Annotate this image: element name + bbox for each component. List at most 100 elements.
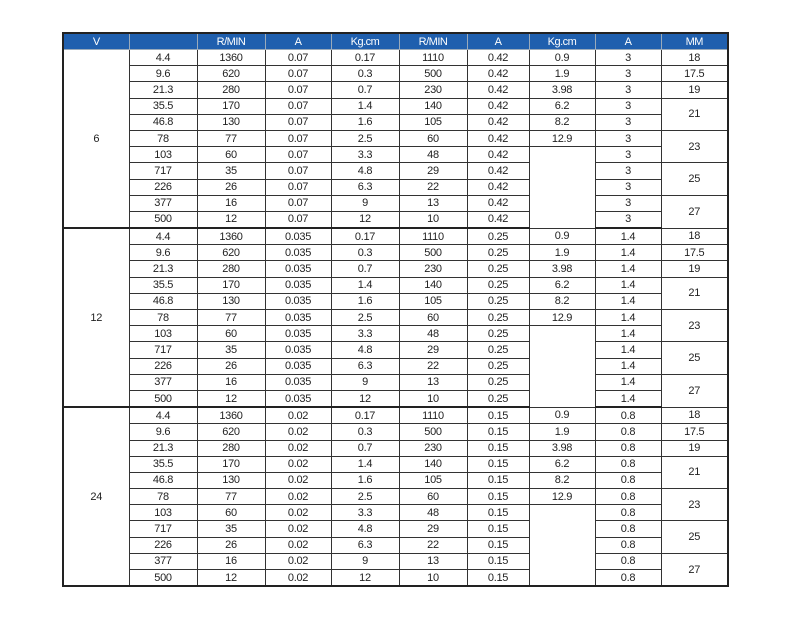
current-cell: 3 [594,210,662,230]
rpm-cell: 620 [196,423,266,441]
current-cell: 0.8 [594,552,662,571]
table-row: 377 16 0.07 9 13 0.42 3 27 [63,194,729,229]
current-cell: 0.8 [594,406,662,425]
torque-cell: 0.7 [330,439,400,457]
voltage-cell: 24 [62,406,130,588]
rpm-cell: 60 [196,504,266,522]
rpm-cell: 35 [196,162,266,180]
current-cell: 0.15 [466,569,530,588]
current-cell: 0.035 [264,325,332,343]
torque-cell: 0.3 [330,423,400,441]
rpm-cell: 60 [398,308,468,327]
current-cell: 0.15 [466,536,530,554]
ratio-cell: 226 [128,357,198,375]
torque-cell: 9 [330,552,400,571]
torque-cell: 1.9 [528,65,596,83]
torque-cell: 3.3 [330,146,400,164]
current-cell: 0.8 [594,504,662,522]
torque-cell: 9 [330,194,400,212]
current-cell: 0.42 [466,97,530,115]
rpm-cell: 1360 [196,48,266,67]
length-cell: 19 [660,260,729,278]
length-cell: 17.5 [660,423,729,441]
current-cell: 0.07 [264,162,332,180]
rpm-cell: 26 [196,357,266,375]
table-row: 9.6 620 0.02 0.3 500 0.15 1.9 0.8 17.5 [63,423,729,441]
ratio-cell: 9.6 [128,65,198,83]
torque-cell: 6.2 [528,97,596,115]
current-cell: 0.15 [466,504,530,522]
table-row: 35.5 170 0.035 1.4 140 0.25 6.2 1.4 21 [63,276,729,311]
current-cell: 0.42 [466,210,530,230]
ratio-cell: 717 [128,520,198,538]
rpm-cell: 230 [398,260,468,278]
length-cell: 27 [660,194,729,229]
torque-cell: 0.3 [330,65,400,83]
rpm-cell: 48 [398,146,468,164]
torque-cell: 3.3 [330,325,400,343]
current-cell: 3 [594,194,662,212]
current-cell: 0.8 [594,439,662,457]
torque-cell: 1.9 [528,423,596,441]
current-cell: 1.4 [594,244,662,262]
current-cell: 0.02 [264,569,332,588]
header-current-1: A [264,32,332,50]
current-cell: 0.42 [466,65,530,83]
current-cell: 0.42 [466,113,530,131]
current-cell: 0.02 [264,439,332,457]
header-current-2: A [466,32,530,50]
rpm-cell: 13 [398,194,468,212]
length-cell: 23 [660,129,729,164]
header-torque-2: Kg.cm [528,32,596,50]
torque-cell: 1.6 [330,471,400,490]
current-cell: 1.4 [594,227,662,246]
torque-cell: 0.17 [330,48,400,67]
current-cell: 0.07 [264,210,332,230]
table-row: 226 26 0.07 6.3 22 0.42 3 [63,178,728,196]
ratio-cell: 377 [128,194,198,212]
header-rpm-2: R/MIN [398,32,468,50]
ratio-cell: 377 [128,373,198,391]
current-cell: 0.25 [466,227,530,246]
rpm-cell: 170 [196,276,266,294]
torque-cell: 4.8 [330,162,400,180]
current-cell: 3 [594,162,662,180]
empty-cell [528,146,596,229]
ratio-cell: 4.4 [128,406,198,425]
ratio-cell: 9.6 [128,244,198,262]
table-row: 24 4.4 1360 0.02 0.17 1110 0.15 0.9 0.8 18 [62,406,729,588]
length-cell: 21 [660,455,729,490]
torque-cell: 3.98 [528,260,596,278]
torque-cell: 1.4 [330,276,400,294]
current-cell: 3 [594,65,662,83]
current-cell: 0.035 [264,357,332,375]
current-cell: 1.4 [594,373,662,391]
torque-cell: 2.5 [330,308,400,327]
table-row: 6 4.4 1360 0.07 0.17 1110 0.42 0.9 3 18 [62,48,729,230]
ratio-cell: 21.3 [128,260,198,278]
current-cell: 1.4 [594,276,662,294]
voltage-cell: 12 [62,227,130,409]
rpm-cell: 620 [196,244,266,262]
table-row: 21.3 280 0.02 0.7 230 0.15 3.98 0.8 19 [63,439,729,457]
rpm-cell: 12 [196,210,266,230]
ratio-cell: 103 [128,325,198,343]
table-row: 377 16 0.035 9 13 0.25 1.4 27 [63,373,729,408]
torque-cell: 1.6 [330,292,400,311]
current-cell: 0.25 [466,308,530,327]
ratio-cell: 35.5 [128,97,198,115]
rpm-cell: 16 [196,194,266,212]
rpm-cell: 140 [398,97,468,115]
torque-cell: 8.2 [528,113,596,131]
current-cell: 0.25 [466,373,530,391]
current-cell: 0.035 [264,341,332,359]
current-cell: 0.07 [264,97,332,115]
rpm-cell: 12 [196,389,266,409]
current-cell: 0.42 [466,162,530,180]
current-cell: 0.15 [466,423,530,441]
current-cell: 0.42 [466,194,530,212]
rpm-cell: 60 [196,325,266,343]
current-cell: 1.4 [594,341,662,359]
torque-cell: 1.4 [330,455,400,473]
rpm-cell: 16 [196,552,266,571]
